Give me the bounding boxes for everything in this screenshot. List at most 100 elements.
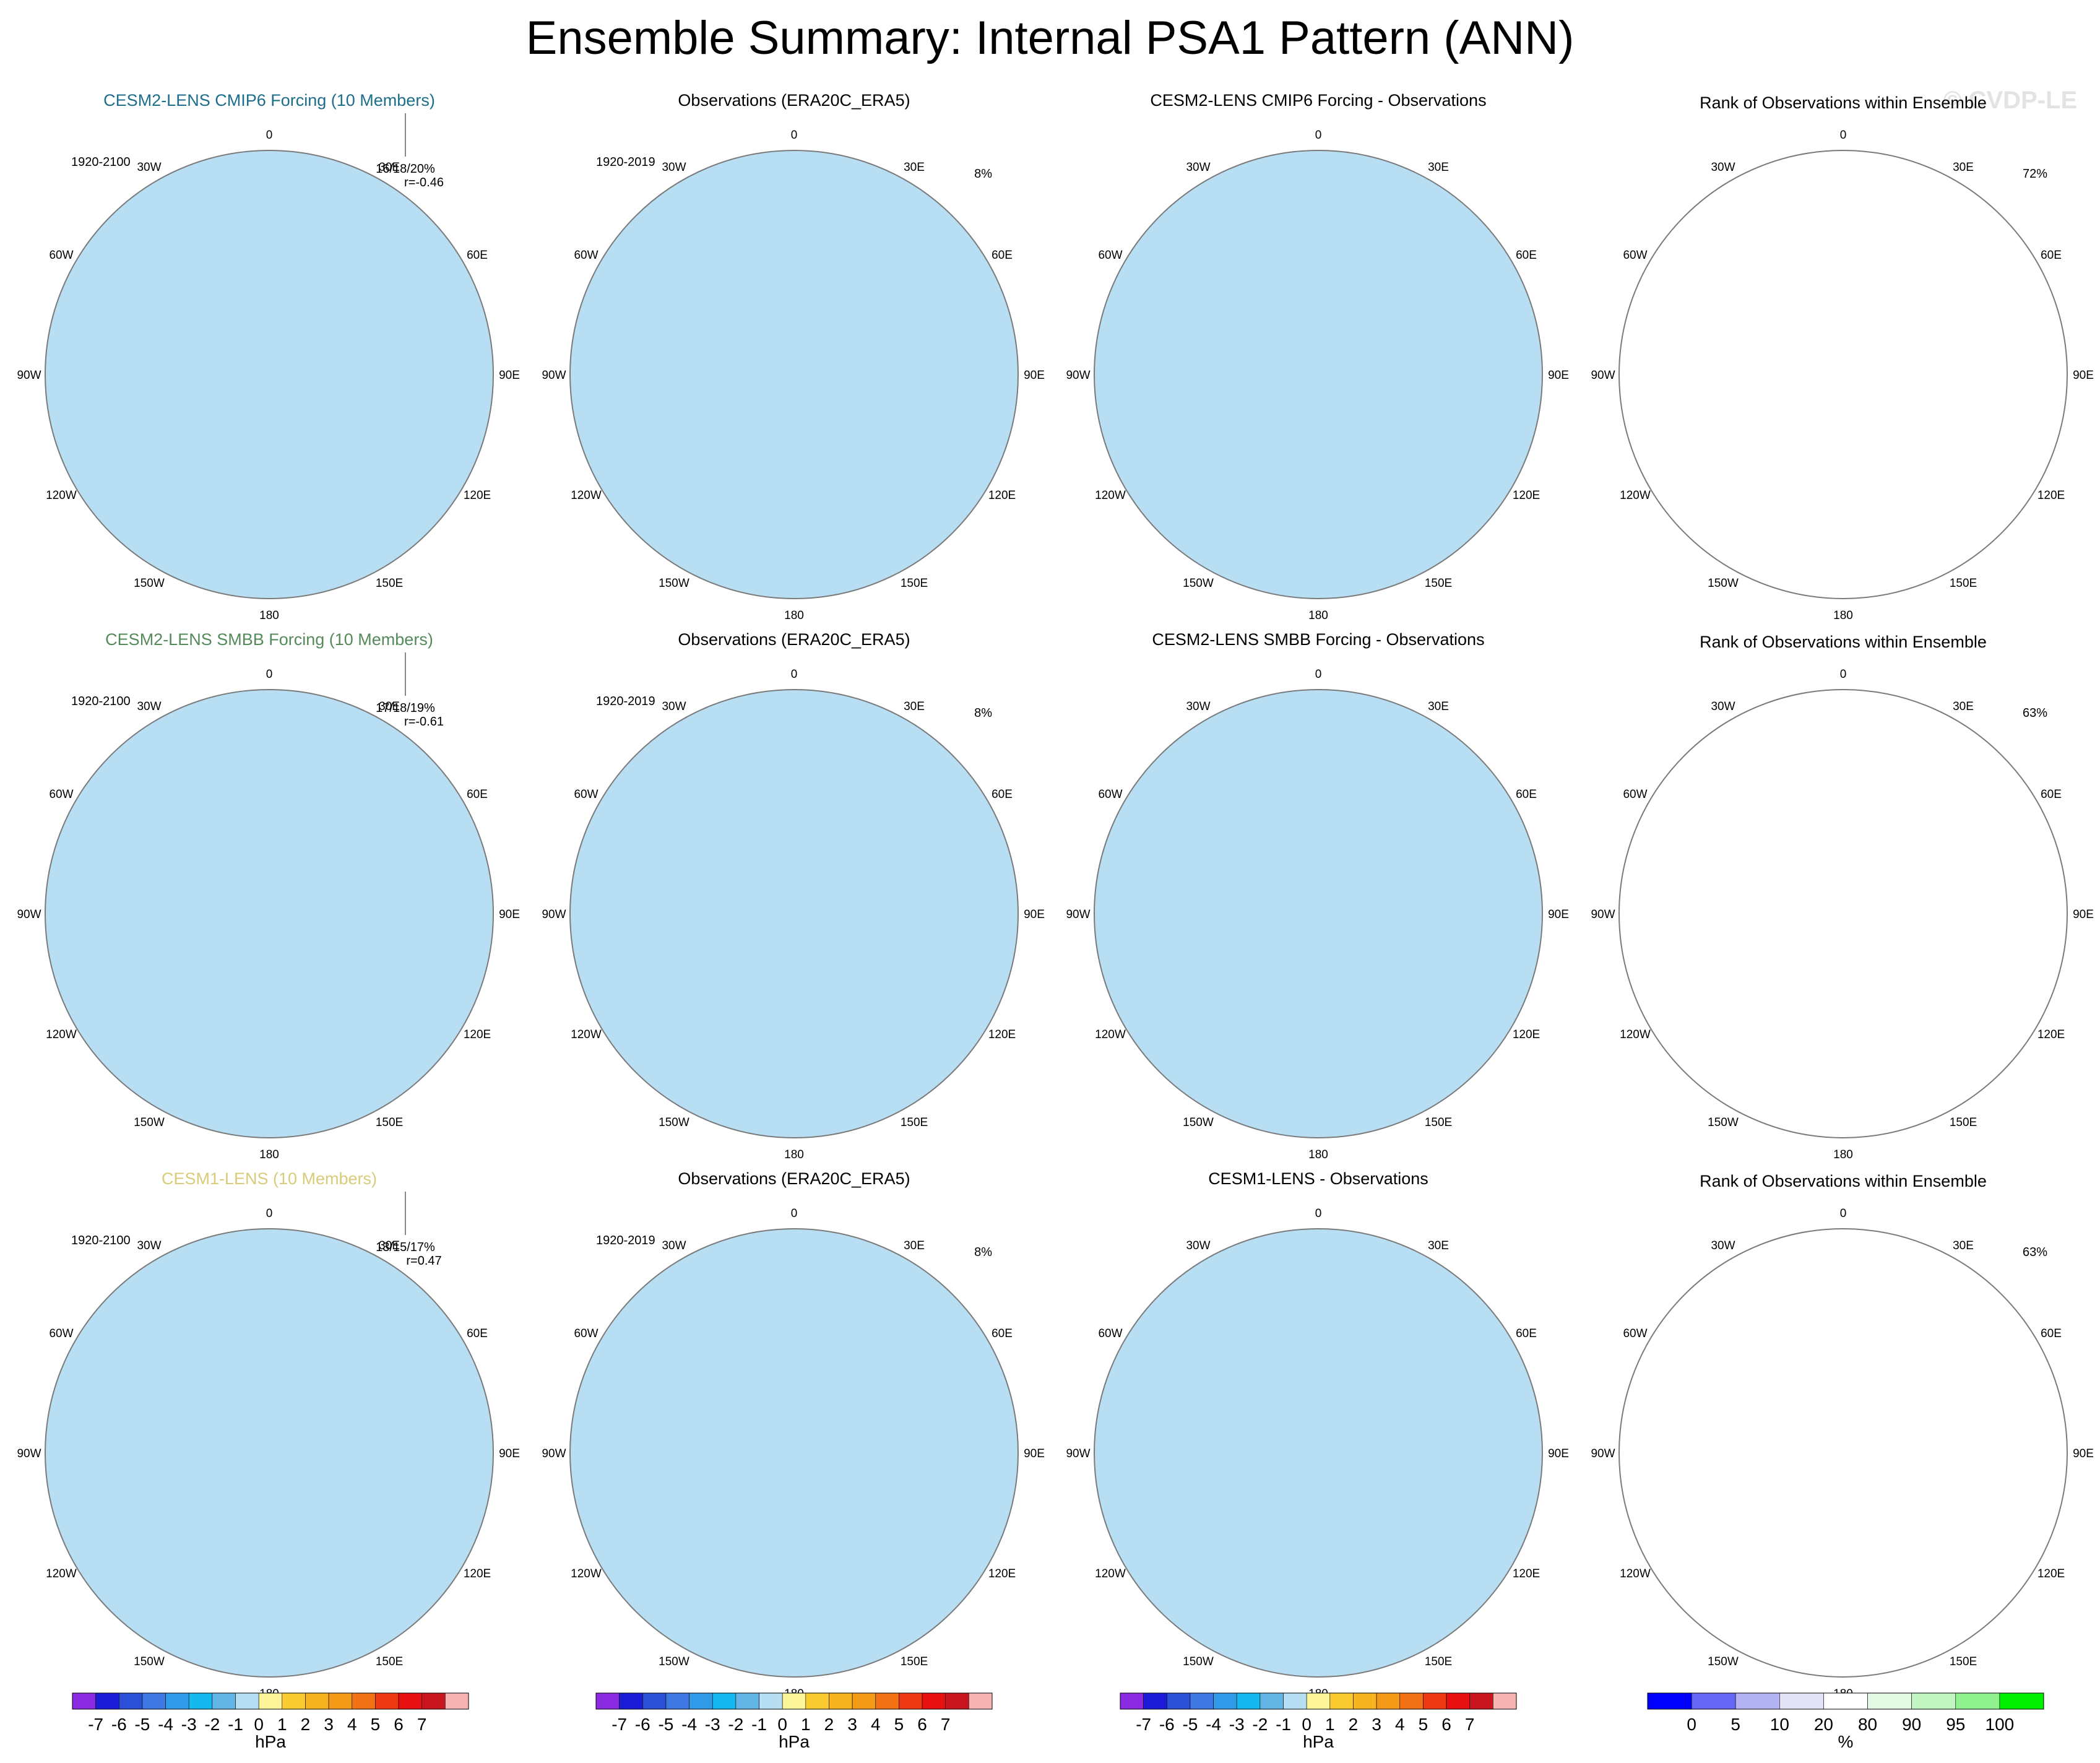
- map-background: [570, 690, 1018, 1138]
- lon-label: 60E: [2041, 1327, 2062, 1340]
- map-background: [1094, 690, 1542, 1138]
- lon-label: 150E: [376, 1116, 403, 1129]
- lon-label: 150W: [134, 1655, 165, 1668]
- colorbar-tick-label: -1: [1276, 1715, 1291, 1734]
- lon-label: 120W: [1095, 1567, 1126, 1580]
- colorbar-tick-label: 5: [1419, 1715, 1428, 1734]
- lon-label: 90E: [1548, 369, 1569, 382]
- colorbar-cell: [95, 1692, 119, 1710]
- lon-label: 30E: [379, 161, 400, 174]
- lon-label: 150E: [1950, 1655, 1977, 1668]
- colorbar-cell: [305, 1692, 329, 1710]
- pattern-correlation: r=0.47: [406, 1254, 441, 1268]
- lon-label: 90E: [499, 369, 520, 382]
- map-border: [1094, 1228, 1543, 1678]
- lon-label: 120W: [1620, 1567, 1651, 1580]
- colorbar-units: hPa: [779, 1732, 810, 1751]
- lon-label: 90E: [499, 908, 520, 921]
- period-label: 1920-2019: [596, 155, 655, 169]
- colorbar-cell: [782, 1692, 806, 1710]
- map-background: [45, 1229, 493, 1677]
- colorbar-cell: [805, 1692, 829, 1710]
- lon-label: 60W: [1098, 1327, 1122, 1340]
- colorbar-cell: [1955, 1692, 2000, 1710]
- lon-label: 90W: [17, 369, 41, 382]
- lon-label: 90W: [17, 908, 41, 921]
- period-label: 1920-2019: [596, 695, 655, 708]
- lon-label: 60E: [2041, 249, 2062, 262]
- panel-title: Rank of Observations within Ensemble: [1700, 1172, 1987, 1190]
- colorbar-cell: [1166, 1692, 1191, 1710]
- lon-label: 90E: [1548, 908, 1569, 921]
- colorbar-diff: -7 -6 -5 -4 -3 -2 -1 0 1 2 3 4 5 6 7 hPa: [1120, 1692, 1517, 1751]
- lon-label: 120W: [1620, 489, 1651, 502]
- lon-label: 0: [266, 668, 273, 681]
- lon-label: 30E: [904, 700, 925, 713]
- colorbar-tick-label: -2: [1252, 1715, 1268, 1734]
- map-diff-r1: 0 30E 60E 90E 120E 150E 180 150W 120W 90W 60W 30W: [1066, 668, 1568, 1161]
- lon-label: 120E: [464, 1567, 491, 1580]
- lon-label: 60W: [574, 1327, 598, 1340]
- rank-percent: 63%: [2023, 1245, 2047, 1259]
- lon-label: 120E: [988, 1028, 1016, 1041]
- map-border: [45, 1228, 494, 1678]
- colorbar-tick-label: 6: [1441, 1715, 1451, 1734]
- colorbar-tick-label: -5: [1182, 1715, 1198, 1734]
- lon-label: 180: [784, 1148, 804, 1161]
- lon-label: 60E: [992, 249, 1013, 262]
- lon-label: 30E: [904, 1239, 925, 1252]
- colorbar-tick-label: -1: [228, 1715, 243, 1734]
- colorbar-tick-label: -7: [1136, 1715, 1151, 1734]
- lon-label: 120W: [46, 489, 77, 502]
- colorbar-tick-label: 4: [347, 1715, 357, 1734]
- rank-percent: 72%: [2023, 167, 2047, 181]
- colorbar-tick-label: 6: [917, 1715, 927, 1734]
- colorbar-tick-label: 4: [871, 1715, 881, 1734]
- colorbar-cell: [1823, 1692, 1868, 1710]
- lon-label: 120W: [571, 1567, 602, 1580]
- colorbar-cell: [619, 1692, 643, 1710]
- rank-percent: 63%: [2023, 706, 2047, 720]
- colorbar-cell: [1493, 1692, 1517, 1710]
- lon-label: 30E: [1428, 161, 1449, 174]
- lon-label: 90W: [1591, 369, 1615, 382]
- colorbar-tick-label: 80: [1858, 1715, 1877, 1734]
- lon-label: 30W: [137, 700, 161, 713]
- lon-label: 180: [259, 609, 279, 622]
- colorbar-cell: [899, 1692, 923, 1710]
- lon-label: 60W: [1623, 249, 1647, 262]
- colorbar-frame: [72, 1692, 469, 1710]
- colorbar-tick-label: -7: [611, 1715, 627, 1734]
- obs-variance: 8%: [974, 706, 992, 720]
- map-border: [1094, 150, 1543, 599]
- colorbar-units: hPa: [255, 1732, 286, 1751]
- colorbar-units: %: [1838, 1732, 1854, 1751]
- colorbar-tick-label: -3: [705, 1715, 720, 1734]
- colorbar-tick-label: 5: [894, 1715, 904, 1734]
- panel-title: Observations (ERA20C_ERA5): [678, 630, 910, 649]
- colorbar-frame: [595, 1692, 993, 1710]
- lon-label: 30E: [379, 700, 400, 713]
- map-rank-r1: 0 30E 60E 90E 120E 150E 180 150W 120W 90W 60W 30W: [1591, 668, 2093, 1161]
- lon-label: 90W: [1591, 1447, 1615, 1460]
- colorbar-tick-label: 1: [277, 1715, 287, 1734]
- colorbar-tick-label: -3: [1229, 1715, 1245, 1734]
- lon-label: 30W: [137, 1239, 161, 1252]
- lon-label: 30W: [662, 161, 686, 174]
- colorbar-tick-label: 20: [1814, 1715, 1833, 1734]
- colorbar-model: -7 -6 -5 -4 -3 -2 -1 0 1 2 3 4 5 6 7 hPa: [72, 1692, 469, 1751]
- lon-label: 30W: [662, 700, 686, 713]
- colorbar-cell: [165, 1692, 189, 1710]
- colorbar-cell: [118, 1692, 143, 1710]
- colorbar-tick-label: 0: [1687, 1715, 1696, 1734]
- colorbar-cell: [1423, 1692, 1447, 1710]
- lon-label: 120W: [1095, 1028, 1126, 1041]
- lon-label: 60E: [467, 1327, 488, 1340]
- colorbar-cell: [1236, 1692, 1261, 1710]
- colorbar-tick-label: -2: [728, 1715, 743, 1734]
- colorbar-tick-label: -5: [134, 1715, 150, 1734]
- panel-title: CESM2-LENS SMBB Forcing - Observations: [1152, 630, 1484, 649]
